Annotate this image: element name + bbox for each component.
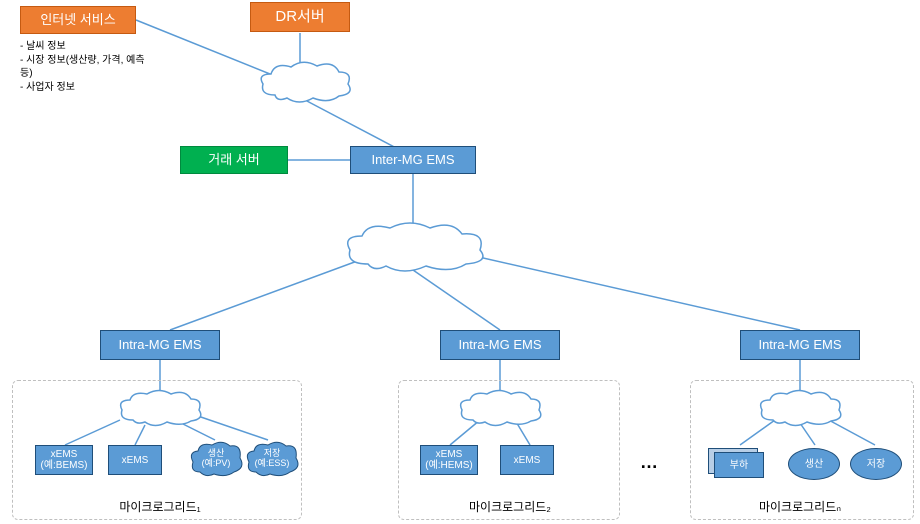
- mg2-caption: 마이크로그리드₂: [445, 498, 575, 515]
- mg2-xems-hems-label: xEMS (예:HEMS): [425, 449, 473, 471]
- cloud-top: [255, 60, 355, 105]
- mg1-storage-label: 저장 (예:ESS): [255, 449, 290, 469]
- trade-server-box: 거래 서버: [180, 146, 288, 174]
- bullet-1: 날씨 정보: [20, 40, 150, 54]
- mg2-xems-hems: xEMS (예:HEMS): [420, 445, 478, 475]
- mg1-caption: 마이크로그리드₁: [95, 498, 225, 515]
- mgn-load-label: 부하: [730, 460, 748, 471]
- inter-mg-ems-box: Inter-MG EMS: [350, 146, 476, 174]
- internet-service-label: 인터넷 서비스: [40, 13, 115, 27]
- mgn-storage-label: 저장: [867, 459, 885, 470]
- dr-server-box: DR서버: [250, 2, 350, 32]
- mg1-prod: 생산 (예:PV): [188, 443, 244, 475]
- cloud-mg1: [115, 388, 205, 428]
- cloud-mg2: [455, 388, 545, 428]
- inter-mg-ems-label: Inter-MG EMS: [371, 153, 454, 167]
- trade-server-label: 거래 서버: [208, 153, 259, 167]
- internet-service-bullets: 날씨 정보 시장 정보(생산량, 가격, 예측 등) 사업자 정보: [20, 40, 150, 94]
- mgn-prod: 생산: [788, 448, 840, 480]
- internet-service-box: 인터넷 서비스: [20, 6, 136, 34]
- mg2-xems: xEMS: [500, 445, 554, 475]
- bullet-2: 시장 정보(생산량, 가격, 예측 등): [20, 54, 150, 81]
- mg1-xems-bems: xEMS (예:BEMS): [35, 445, 93, 475]
- intra-mg-ems-2: Intra-MG EMS: [440, 330, 560, 360]
- bullet-3: 사업자 정보: [20, 81, 150, 95]
- mg2-xems-label: xEMS: [514, 455, 541, 466]
- mg1-xems-label: xEMS: [122, 455, 149, 466]
- mg1-xems-bems-label: xEMS (예:BEMS): [41, 449, 88, 471]
- ellipsis: …: [640, 452, 658, 473]
- mgn-load: 부하: [714, 452, 764, 478]
- mgn-storage: 저장: [850, 448, 902, 480]
- dr-server-label: DR서버: [275, 9, 324, 26]
- diagram-canvas: 인터넷 서비스 DR서버 날씨 정보 시장 정보(생산량, 가격, 예측 등) …: [0, 0, 920, 524]
- mg1-prod-label: 생산 (예:PV): [202, 449, 231, 469]
- mgn-caption: 마이크로그리드ₙ: [735, 498, 865, 515]
- cloud-mid: [340, 220, 490, 275]
- intra-mg-ems-1-label: Intra-MG EMS: [118, 338, 201, 352]
- cloud-mgn: [755, 388, 845, 428]
- mg1-storage: 저장 (예:ESS): [244, 443, 300, 475]
- mgn-prod-label: 생산: [805, 459, 823, 470]
- mg1-xems: xEMS: [108, 445, 162, 475]
- intra-mg-ems-1: Intra-MG EMS: [100, 330, 220, 360]
- intra-mg-ems-n-label: Intra-MG EMS: [758, 338, 841, 352]
- intra-mg-ems-2-label: Intra-MG EMS: [458, 338, 541, 352]
- intra-mg-ems-n: Intra-MG EMS: [740, 330, 860, 360]
